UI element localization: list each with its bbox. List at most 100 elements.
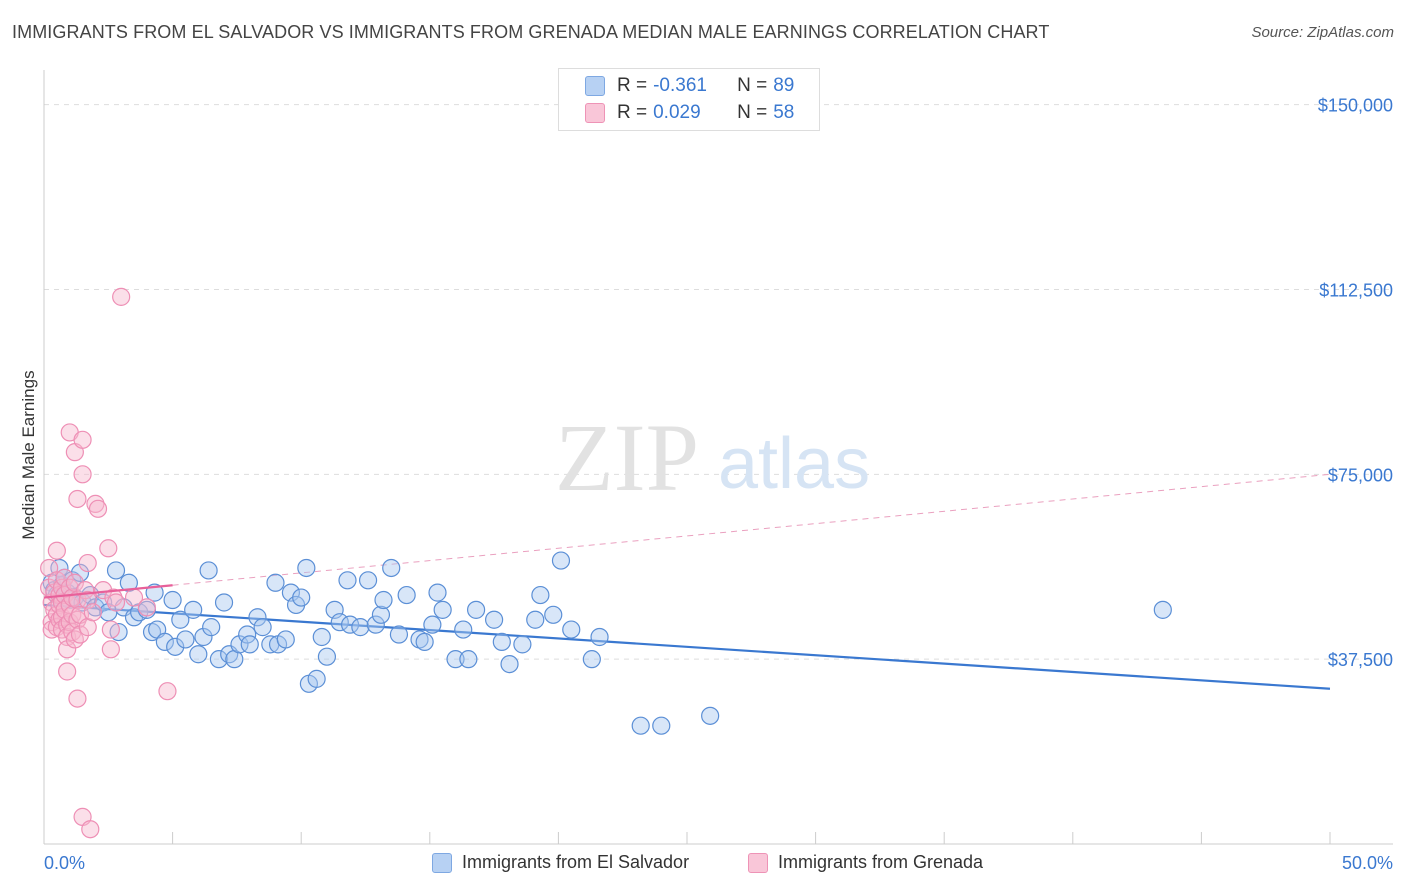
watermark: ZIP atlas bbox=[555, 404, 870, 511]
point-grenada bbox=[81, 820, 100, 839]
point-el-salvador bbox=[500, 654, 519, 674]
point-grenada bbox=[88, 499, 108, 518]
point-el-salvador bbox=[176, 630, 195, 649]
legend-n-label: N = bbox=[737, 75, 768, 96]
point-el-salvador bbox=[297, 558, 316, 578]
bottom-legend-swatch-blue bbox=[432, 852, 452, 873]
point-grenada bbox=[65, 573, 84, 592]
point-el-salvador bbox=[184, 600, 203, 619]
point-el-salvador bbox=[292, 588, 311, 607]
legend-r-label: R = bbox=[617, 102, 648, 123]
point-grenada bbox=[47, 541, 66, 560]
x-tick-marks bbox=[43, 832, 1331, 844]
point-el-salvador bbox=[312, 627, 331, 647]
bottom-legend-label: Immigrants from Grenada bbox=[778, 852, 984, 872]
points-el-salvador bbox=[42, 551, 1172, 735]
source-label: Source: ZipAtlas.com bbox=[1251, 24, 1394, 41]
x-tick-labels: 0.0% 50.0% bbox=[44, 853, 1393, 873]
y-tick-label: $75,000 bbox=[1328, 465, 1393, 485]
legend-r-value: 0.029 bbox=[653, 102, 701, 123]
points-grenada bbox=[40, 287, 177, 839]
point-grenada bbox=[101, 640, 120, 659]
bottom-legend-swatch-pink bbox=[748, 852, 768, 873]
x-tick-label-max: 50.0% bbox=[1342, 853, 1393, 873]
point-el-salvador bbox=[163, 590, 182, 610]
bottom-legend-grenada: Immigrants from Grenada bbox=[748, 852, 983, 873]
y-tick-label: $150,000 bbox=[1318, 96, 1393, 116]
y-tick-labels: $37,500 $75,000 $112,500 $150,000 bbox=[1318, 96, 1393, 671]
bottom-legend-label: Immigrants from El Salvador bbox=[462, 852, 690, 872]
trend-line-grenada bbox=[43, 584, 173, 599]
point-grenada bbox=[86, 494, 105, 513]
point-el-salvador bbox=[106, 561, 126, 580]
point-grenada bbox=[58, 662, 77, 681]
y-tick-label: $112,500 bbox=[1319, 280, 1393, 300]
point-el-salvador bbox=[171, 610, 190, 629]
point-el-salvador bbox=[276, 630, 295, 649]
point-el-salvador bbox=[485, 610, 504, 629]
point-el-salvador bbox=[582, 650, 601, 669]
x-tick-label-min: 0.0% bbox=[44, 853, 85, 873]
legend-row-grenada: R = 0.029 N = 58 bbox=[585, 100, 794, 126]
point-el-salvador bbox=[351, 618, 370, 637]
point-el-salvador bbox=[544, 605, 563, 624]
point-el-salvador bbox=[551, 551, 571, 570]
watermark-atlas: atlas bbox=[718, 424, 870, 504]
point-el-salvador bbox=[374, 590, 393, 610]
point-el-salvador bbox=[590, 627, 609, 647]
point-el-salvador bbox=[415, 632, 434, 652]
point-grenada bbox=[83, 603, 102, 622]
point-el-salvador bbox=[397, 585, 416, 605]
point-grenada bbox=[137, 598, 156, 617]
point-el-salvador bbox=[214, 593, 234, 612]
y-axis-label: Median Male Earnings bbox=[19, 370, 38, 539]
point-el-salvador bbox=[317, 647, 337, 666]
trend-line-el-salvador bbox=[43, 603, 1331, 690]
point-grenada bbox=[101, 620, 120, 639]
y-tick-label: $37,500 bbox=[1328, 650, 1393, 670]
point-el-salvador bbox=[194, 627, 213, 647]
gridlines bbox=[44, 104, 1393, 660]
point-el-salvador bbox=[562, 620, 581, 639]
point-grenada bbox=[68, 689, 87, 708]
point-el-salvador bbox=[631, 716, 650, 735]
point-el-salvador bbox=[701, 706, 720, 725]
point-grenada bbox=[68, 610, 87, 629]
point-el-salvador bbox=[230, 635, 249, 654]
point-el-salvador bbox=[459, 650, 478, 669]
legend-r-label: R = bbox=[617, 75, 648, 96]
legend-n-label: N = bbox=[737, 102, 768, 123]
point-el-salvador bbox=[202, 618, 221, 637]
legend-r-value: -0.361 bbox=[653, 75, 707, 96]
point-grenada bbox=[73, 430, 92, 449]
point-el-salvador bbox=[366, 615, 385, 634]
point-el-salvador bbox=[652, 716, 671, 735]
point-grenada bbox=[58, 640, 77, 659]
legend-n-value: 58 bbox=[773, 102, 795, 123]
legend-swatch-pink bbox=[585, 103, 605, 123]
point-grenada bbox=[158, 682, 177, 701]
point-el-salvador bbox=[166, 637, 185, 656]
stats-legend: R = -0.361 N = 89 R = 0.029 N = 58 bbox=[558, 68, 820, 131]
point-el-salvador bbox=[155, 632, 174, 652]
point-el-salvador bbox=[240, 635, 259, 654]
point-el-salvador bbox=[513, 635, 532, 654]
axes bbox=[43, 70, 1393, 845]
trend-lines bbox=[43, 473, 1331, 690]
point-grenada bbox=[106, 593, 126, 612]
point-el-salvador bbox=[371, 605, 391, 624]
point-el-salvador bbox=[1153, 600, 1172, 619]
point-el-salvador bbox=[389, 625, 409, 644]
legend-n-value: 89 bbox=[773, 75, 795, 96]
point-el-salvador bbox=[253, 618, 272, 637]
point-el-salvador bbox=[526, 610, 545, 629]
chart-title: IMMIGRANTS FROM EL SALVADOR VS IMMIGRANT… bbox=[12, 22, 1050, 42]
trend-line-grenada-extension bbox=[172, 473, 1331, 586]
bottom-legend-el-salvador: Immigrants from El Salvador bbox=[432, 852, 689, 873]
point-grenada bbox=[65, 630, 84, 649]
point-el-salvador bbox=[338, 571, 357, 590]
point-el-salvador bbox=[454, 620, 473, 639]
point-el-salvador bbox=[209, 650, 228, 669]
point-grenada bbox=[112, 287, 131, 306]
